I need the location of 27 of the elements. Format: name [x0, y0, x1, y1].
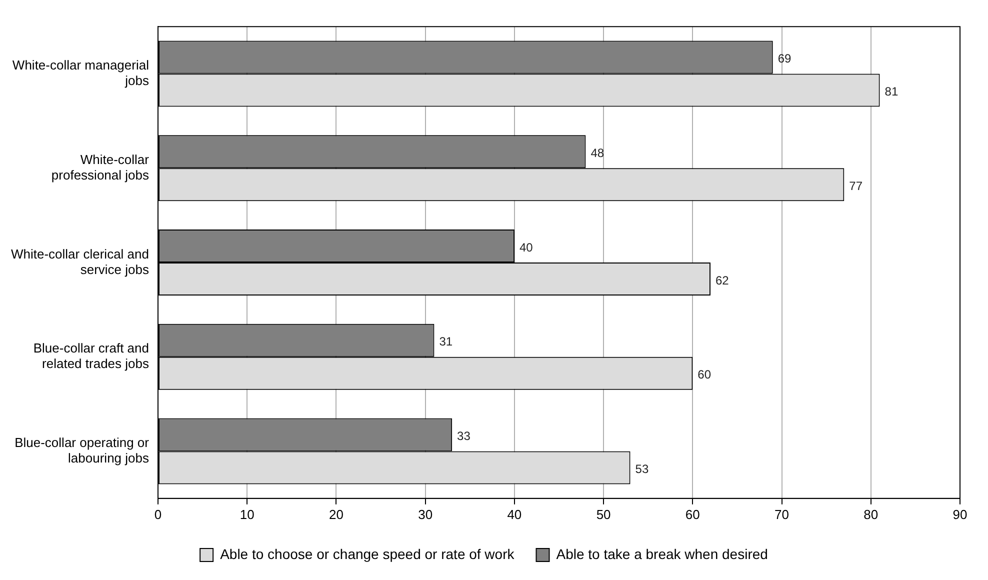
x-tick-label: 50 [596, 506, 611, 522]
data-label: 77 [849, 178, 863, 193]
x-tick-label: 70 [774, 506, 790, 522]
x-tick-label: 60 [685, 506, 700, 522]
data-label: 31 [439, 334, 453, 349]
y-tick-label: Blue-collar craft and related trades jobs [33, 340, 150, 372]
data-label: 33 [457, 429, 471, 444]
data-label: 40 [519, 240, 534, 254]
y-tick-label: White-collar clerical and service jobs [10, 246, 150, 277]
data-label: 60 [698, 368, 712, 382]
x-tick-label: 90 [952, 506, 968, 522]
data-label: 81 [884, 84, 898, 99]
y-tick-label: White-collar professional jobs [51, 152, 150, 183]
x-tick-label: 30 [418, 506, 433, 522]
y-tick-label: Blue-collar operating or labouring jobs [14, 435, 150, 466]
x-tick-label: 0 [154, 506, 162, 522]
x-tick-label: 80 [864, 506, 878, 522]
data-label: 62 [715, 273, 730, 288]
x-tick-label: 40 [507, 506, 522, 522]
legend-label: Able to take a break when desired [556, 546, 768, 562]
y-tick-label: White-collar managerial jobs [12, 58, 150, 88]
x-tick-label: 20 [328, 506, 344, 522]
data-label: 53 [635, 462, 649, 476]
data-label: 48 [590, 146, 604, 160]
data-label: 69 [778, 52, 792, 66]
legend-label: Able to choose or change speed or rate of work [220, 546, 516, 562]
x-tick-label: 10 [240, 506, 254, 522]
